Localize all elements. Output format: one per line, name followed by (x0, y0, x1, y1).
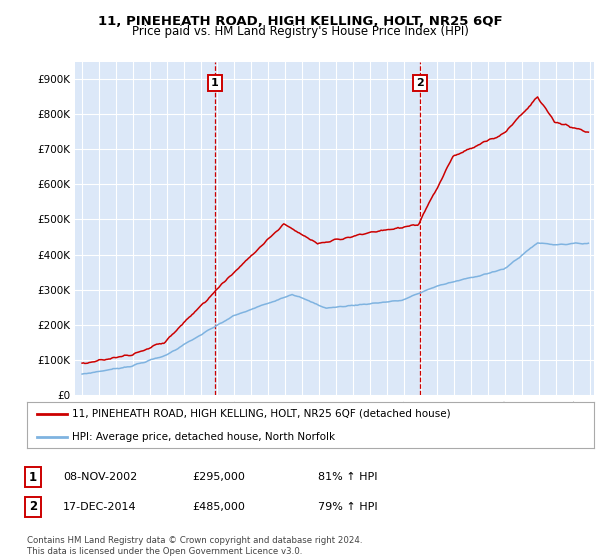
Text: Contains HM Land Registry data © Crown copyright and database right 2024.
This d: Contains HM Land Registry data © Crown c… (27, 536, 362, 556)
Text: 1: 1 (29, 470, 37, 484)
Text: 2: 2 (29, 500, 37, 514)
Text: Price paid vs. HM Land Registry's House Price Index (HPI): Price paid vs. HM Land Registry's House … (131, 25, 469, 38)
Text: £295,000: £295,000 (192, 472, 245, 482)
Text: HPI: Average price, detached house, North Norfolk: HPI: Average price, detached house, Nort… (73, 432, 335, 441)
Text: 11, PINEHEATH ROAD, HIGH KELLING, HOLT, NR25 6QF (detached house): 11, PINEHEATH ROAD, HIGH KELLING, HOLT, … (73, 409, 451, 418)
Text: 17-DEC-2014: 17-DEC-2014 (63, 502, 137, 512)
Text: 1: 1 (211, 78, 219, 88)
Text: £485,000: £485,000 (192, 502, 245, 512)
Text: 08-NOV-2002: 08-NOV-2002 (63, 472, 137, 482)
Text: 81% ↑ HPI: 81% ↑ HPI (318, 472, 377, 482)
Text: 11, PINEHEATH ROAD, HIGH KELLING, HOLT, NR25 6QF: 11, PINEHEATH ROAD, HIGH KELLING, HOLT, … (98, 15, 502, 27)
Text: 79% ↑ HPI: 79% ↑ HPI (318, 502, 377, 512)
Text: 2: 2 (416, 78, 424, 88)
